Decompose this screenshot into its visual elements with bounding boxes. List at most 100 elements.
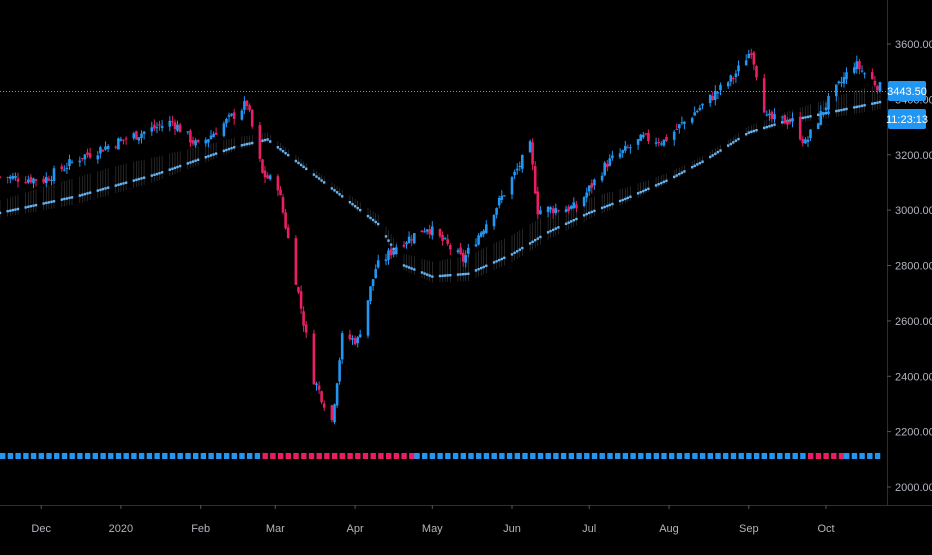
candle-body	[27, 179, 30, 183]
candle-body	[675, 129, 678, 130]
candle-body	[348, 334, 352, 340]
regime-cell	[370, 453, 376, 459]
candle-body	[495, 207, 498, 215]
ma-point	[16, 207, 20, 211]
regime-cell	[460, 453, 466, 459]
ma-point	[446, 274, 449, 277]
last-price-badge-bg	[888, 81, 926, 101]
regime-cell	[769, 453, 775, 459]
candle-body	[855, 61, 859, 70]
price-tick-label: 2800.00	[895, 261, 932, 273]
regime-cell	[545, 453, 551, 459]
candle-body	[770, 111, 774, 119]
candle-body	[317, 385, 321, 390]
candle-body	[122, 139, 125, 141]
ma-point	[727, 144, 730, 147]
candle-body	[250, 109, 254, 127]
candle-body	[428, 229, 431, 235]
candle-body	[873, 81, 877, 86]
ma-point	[351, 203, 354, 206]
candle-body	[575, 204, 578, 209]
candle-body	[410, 239, 413, 241]
price-tick-label: 3000.00	[895, 205, 932, 217]
ma-point	[60, 198, 63, 201]
candle-body	[137, 137, 141, 141]
ma-point	[315, 175, 318, 178]
candle-body	[642, 134, 645, 138]
regime-cell	[15, 453, 21, 459]
time-axis[interactable]: Dec 2020 Feb Mar Apr May Jun Jul Aug Sep Oct	[0, 505, 932, 535]
ma-point	[119, 182, 123, 186]
regime-cell	[437, 453, 443, 459]
candle-body	[32, 178, 35, 184]
candle-body	[714, 91, 717, 100]
regime-cell	[514, 453, 520, 459]
ma-point	[765, 125, 768, 129]
candle-body	[335, 383, 339, 406]
ma-point	[423, 272, 426, 275]
ma-point	[521, 246, 524, 250]
ma-point	[639, 191, 642, 194]
ma-point	[464, 272, 467, 276]
candle-body	[585, 192, 588, 198]
candle-body	[837, 81, 841, 84]
candle-body	[711, 96, 714, 100]
candle-body	[389, 248, 393, 256]
ma-point	[299, 163, 303, 167]
candle-body	[636, 139, 640, 145]
ma-point	[135, 178, 138, 181]
candle-body	[816, 123, 820, 129]
regime-cell	[69, 453, 75, 459]
ma-point	[222, 149, 226, 153]
regime-cell	[584, 453, 590, 459]
candle-body	[261, 159, 264, 173]
ma-point	[678, 172, 681, 176]
regime-cell	[661, 453, 667, 459]
ma-point	[63, 197, 66, 201]
ma-point	[160, 171, 164, 174]
candle-body	[248, 105, 251, 111]
ma-point	[809, 115, 812, 118]
candle-body	[809, 129, 812, 139]
regime-cell	[831, 453, 837, 459]
ma-point	[176, 165, 179, 169]
ma-point	[693, 164, 696, 167]
candle-body	[425, 229, 429, 232]
candle-body	[281, 197, 285, 213]
ma-point	[647, 187, 650, 190]
candle-body	[474, 244, 478, 247]
candle-body	[528, 141, 532, 153]
candle-body	[392, 250, 395, 255]
candle-body	[521, 155, 524, 169]
candle-body	[804, 139, 807, 144]
candle-body	[557, 210, 560, 212]
time-tick-label: May	[422, 523, 443, 535]
candle-body	[68, 159, 71, 166]
ma-point	[330, 187, 334, 190]
candle-body	[590, 183, 594, 188]
candle-body	[173, 122, 177, 129]
ma-point	[142, 176, 146, 179]
ma-point	[117, 183, 120, 186]
ma-point	[557, 226, 560, 229]
ma-point	[763, 126, 766, 130]
ma-point	[0, 211, 2, 215]
ma-point	[243, 143, 246, 146]
regime-cell	[537, 453, 544, 459]
candle-body	[374, 269, 377, 279]
candle-body	[24, 181, 27, 183]
candle-body	[263, 170, 267, 178]
ma-point	[626, 196, 629, 200]
candle-body	[497, 198, 501, 206]
candle-body	[536, 191, 540, 215]
candle-body	[467, 247, 470, 254]
regime-cell	[301, 453, 307, 459]
ma-point	[606, 204, 609, 208]
ma-point	[477, 268, 480, 271]
ma-point	[752, 129, 756, 133]
candle-body	[60, 166, 64, 170]
ma-point	[359, 208, 362, 212]
ma-point	[261, 139, 264, 142]
